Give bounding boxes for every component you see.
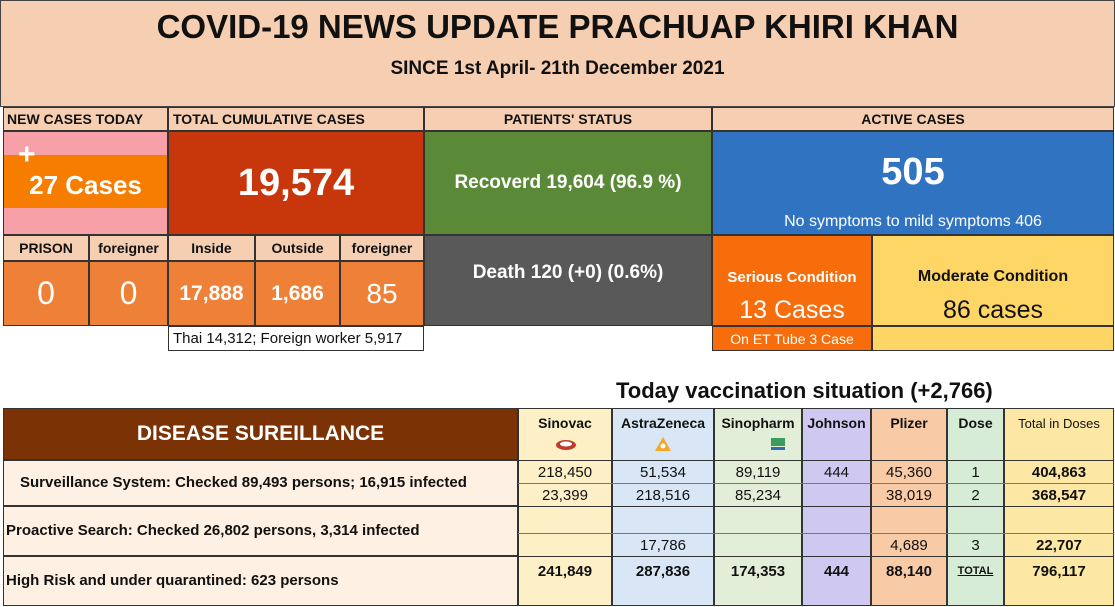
col-astrazeneca: AstraZeneca — [620, 415, 706, 431]
foreigner-value: 85 — [340, 261, 424, 326]
death-value: Death 120 (+0) (0.6%) — [472, 262, 664, 283]
cell-sinopharm-dose1: 89,119 — [735, 463, 781, 481]
moderate-box — [872, 235, 1114, 326]
plus-sign: + — [18, 138, 36, 171]
cell-astra-dose3: 17,786 — [640, 536, 686, 554]
serious-value: 13 Cases — [739, 295, 845, 324]
cell-johnson-dose1: 444 — [823, 463, 850, 481]
col-total: Total in Doses — [1018, 415, 1100, 431]
col-sinopharm: Sinopharm — [721, 415, 795, 431]
cell-pfizer-total: 88,140 — [886, 562, 932, 580]
page-title: COVID-19 NEWS UPDATE PRACHUAP KHIRI KHAN — [156, 8, 959, 45]
dose-column — [947, 408, 1004, 606]
cell-astra-total: 287,836 — [635, 562, 691, 580]
cell-sinovac-dose3 — [518, 534, 612, 556]
sinovac-logo-icon — [555, 438, 577, 457]
col-dose: Dose — [958, 415, 993, 431]
recovered-value: Recoverd 19,604 (96.9 %) — [424, 131, 712, 235]
foreigner-label: foreigner — [340, 235, 424, 261]
cell-total-dose1: 404,863 — [1031, 463, 1087, 481]
moderate-value: 86 cases — [942, 295, 1044, 324]
moderate-footer — [872, 326, 1114, 351]
surveillance-row-high-risk — [3, 556, 518, 606]
col-johnson: Johnson — [807, 415, 866, 431]
new-cases-value: 27 Cases — [29, 169, 142, 200]
cell-sinovac-dose1: 218,450 — [537, 463, 593, 481]
cell-astra-dose2: 218,516 — [635, 486, 691, 504]
sinopharm-column — [714, 408, 802, 606]
active-cases-value: 505 — [881, 150, 945, 193]
serious-label: Serious Condition — [727, 268, 857, 286]
cell-dose2: 2 — [971, 486, 980, 504]
row-divider — [518, 506, 1114, 507]
cell-sinovac-total: 241,849 — [537, 562, 593, 580]
prison-label: PRISON — [3, 235, 89, 261]
inside-label: Inside — [168, 235, 255, 261]
serious-box — [712, 235, 872, 326]
johnson-column — [802, 408, 871, 606]
cell-dose1: 1 — [971, 463, 980, 481]
et-tube: On ET Tube 3 Case — [712, 326, 872, 351]
mild-symptoms: No symptoms to mild symptoms 406 — [784, 213, 1042, 230]
high-risk-text: High Risk and under quarantined: 623 per… — [6, 572, 339, 589]
death-box — [424, 235, 712, 326]
page-subtitle: SINCE 1st April- 21th December 2021 — [390, 58, 725, 79]
cell-sinopharm-dose2: 85,234 — [735, 486, 781, 504]
active-cases-header: ACTIVE CASES — [712, 107, 1114, 131]
cell-sinopharm-dose3 — [714, 534, 802, 556]
header-banner — [0, 0, 1115, 107]
prison-value: 0 — [3, 261, 89, 326]
surveillance-row-proactive — [3, 506, 518, 556]
new-cases-band — [4, 155, 167, 208]
cell-dose3: 3 — [971, 536, 980, 554]
total-column — [1004, 408, 1114, 606]
proactive-text: Proactive Search: Checked 26,802 persons… — [6, 522, 420, 539]
row-divider — [518, 533, 1114, 534]
row-divider — [518, 460, 1114, 461]
cell-pfizer-dose1: 45,360 — [886, 463, 932, 481]
surveillance-row-system — [3, 460, 518, 506]
foreigner-today-label: foreigner — [89, 235, 168, 261]
cell-johnson-dose2 — [802, 484, 871, 506]
foreigner-today-value: 0 — [89, 261, 168, 326]
inside-value: 17,888 — [168, 261, 255, 326]
cell-johnson-total: 444 — [823, 562, 850, 580]
vaccination-title: Today vaccination situation (+2,766) — [616, 378, 993, 403]
cell-total-dose2: 368,547 — [1031, 486, 1087, 504]
col-pfizer: Plizer — [890, 415, 928, 431]
surveillance-title: DISEASE SUREILLANCE — [3, 408, 518, 460]
moderate-label: Moderate Condition — [917, 268, 1069, 285]
cell-sinopharm-total: 174,353 — [730, 562, 786, 580]
cell-total-dose3: 22,707 — [1036, 536, 1082, 554]
cumulative-breakdown: Thai 14,312; Foreign worker 5,917 — [168, 326, 424, 351]
cell-pfizer-dose3: 4,689 — [890, 536, 928, 554]
outside-value: 1,686 — [255, 261, 340, 326]
astrazeneca-logo-icon — [652, 436, 674, 457]
cell-astra-dose1: 51,534 — [640, 463, 686, 481]
cell-johnson-dose3 — [802, 534, 871, 556]
sinopharm-logo-icon — [768, 436, 788, 457]
surveillance-system-text: Surveillance System: Checked 89,493 pers… — [20, 474, 467, 491]
cell-sinovac-dose2: 23,399 — [542, 486, 588, 504]
col-sinovac: Sinovac — [538, 415, 592, 431]
outside-label: Outside — [255, 235, 340, 261]
row-divider — [518, 483, 1114, 484]
patients-status-header: PATIENTS' STATUS — [424, 107, 712, 131]
active-cases-box — [712, 131, 1114, 235]
cumulative-header: TOTAL CUMULATIVE CASES — [168, 107, 424, 131]
cell-total-label: TOTAL — [957, 565, 994, 577]
new-cases-header: NEW CASES TODAY — [3, 107, 168, 131]
cell-total-all: 796,117 — [1032, 562, 1086, 580]
cell-pfizer-dose2: 38,019 — [886, 486, 932, 504]
cumulative-value: 19,574 — [168, 131, 424, 235]
pfizer-column — [871, 408, 947, 606]
row-divider — [518, 556, 1114, 557]
